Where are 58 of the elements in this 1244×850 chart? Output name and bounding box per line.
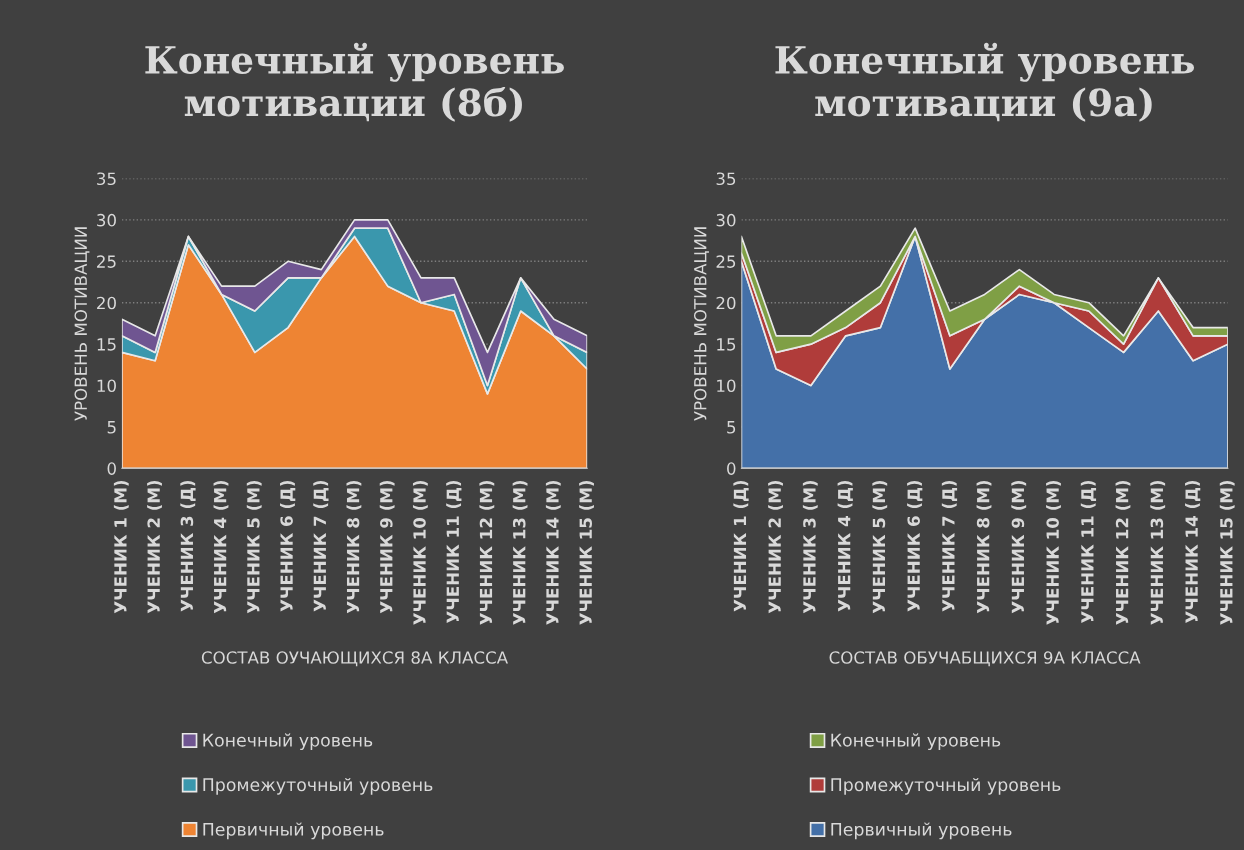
x-axis-title: СОСТАВ ОБУЧАБЩИХСЯ 9А КЛАССА [829,651,1141,667]
legend-label: Промежуточный уровень [203,777,433,795]
y-tick-label: 5 [727,421,736,434]
chart-title: Конечный уровень мотивации (8б) [145,42,564,122]
legend-label: Конечный уровень [831,733,1001,751]
x-tick-label: УЧЕНИК 13 (М) [512,480,528,625]
y-tick-label: 10 [717,379,736,393]
x-tick-label: УЧЕНИК 15 (М) [579,480,594,625]
y-tick-label: 5 [107,421,116,434]
y-tick-label: 30 [97,213,116,227]
x-tick-label: УЧЕНИК 3 (Д) [180,480,196,612]
y-tick-label: 30 [716,213,736,227]
x-tick-label: УЧЕНИК 9 (М) [1011,480,1027,614]
x-tick-label: УЧЕНИК 4 (М) [213,480,229,614]
x-tick-label: УЧЕНИК 5 (М) [872,480,888,614]
x-tick-label: УЧЕНИК 5 (М) [246,480,262,614]
x-tick-label: УЧЕНИК 6 (Д) [280,480,296,612]
y-axis-title: УРОВЕНЬ МОТИВАЦИИ [693,227,709,421]
chart-title: Конечный уровень мотивации (9а) [775,42,1195,122]
x-tick-label: УЧЕНИК 6 (Д) [907,480,923,612]
legend-label: Первичный уровень [831,822,1012,840]
x-tick-label: УЧЕНИК 9 (М) [379,480,395,614]
y-tick-label: 20 [97,296,116,310]
y-tick-label: 25 [716,255,736,268]
x-tick-label: УЧЕНИК 4 (Д) [837,480,853,612]
x-tick-label: УЧЕНИК 10 (М) [1046,480,1061,625]
x-tick-label: УЧЕНИК 1 (М) [113,480,129,614]
y-tick-label: 20 [716,296,736,310]
y-tick-label: 0 [727,462,736,475]
x-tick-label: УЧЕНИК 2 (М) [768,480,783,614]
x-tick-label: УЧЕНИК 14 (Д) [1185,480,1201,624]
legend-label: Промежуточный уровень [831,777,1061,795]
x-tick-label: УЧЕНИК 12 (М) [479,480,495,625]
y-tick-label: 15 [97,338,116,351]
x-tick-label: УЧЕНИК 7 (Д) [941,480,958,612]
y-tick-label: 0 [107,462,116,475]
x-tick-label: УЧЕНИК 15 (М) [1219,480,1235,625]
y-tick-label: 35 [97,172,116,186]
x-axis-title: СОСТАВ ОУЧАЮЩИХСЯ 8А КЛАССА [201,651,508,667]
x-tick-label: УЧЕНИК 8 (М) [346,480,362,614]
y-tick-label: 10 [97,379,116,393]
x-tick-label: УЧЕНИК 1 (Д) [733,480,749,612]
y-tick-label: 15 [717,338,736,351]
x-tick-label: УЧЕНИК 7 (Д) [313,480,329,612]
legend-label: Конечный уровень [203,733,373,751]
x-tick-label: УЧЕНИК 11 (Д) [1080,480,1097,624]
y-tick-label: 35 [716,172,736,186]
x-tick-label: УЧЕНИК 3 (М) [802,480,818,614]
y-tick-label: 25 [97,255,116,268]
x-tick-label: УЧЕНИК 2 (М) [147,480,162,614]
x-tick-label: УЧЕНИК 13 (М) [1150,480,1166,625]
x-tick-label: УЧЕНИК 10 (М) [412,480,428,625]
legend-label: Первичный уровень [203,822,384,840]
x-tick-label: УЧЕНИК 14 (М) [545,480,561,625]
y-axis-title: УРОВЕНЬ МОТИВАЦИИ [74,227,90,421]
x-tick-label: УЧЕНИК 8 (М) [976,480,992,614]
x-tick-label: УЧЕНИК 11 (Д) [446,480,462,624]
x-tick-label: УЧЕНИК 12 (М) [1115,480,1131,625]
